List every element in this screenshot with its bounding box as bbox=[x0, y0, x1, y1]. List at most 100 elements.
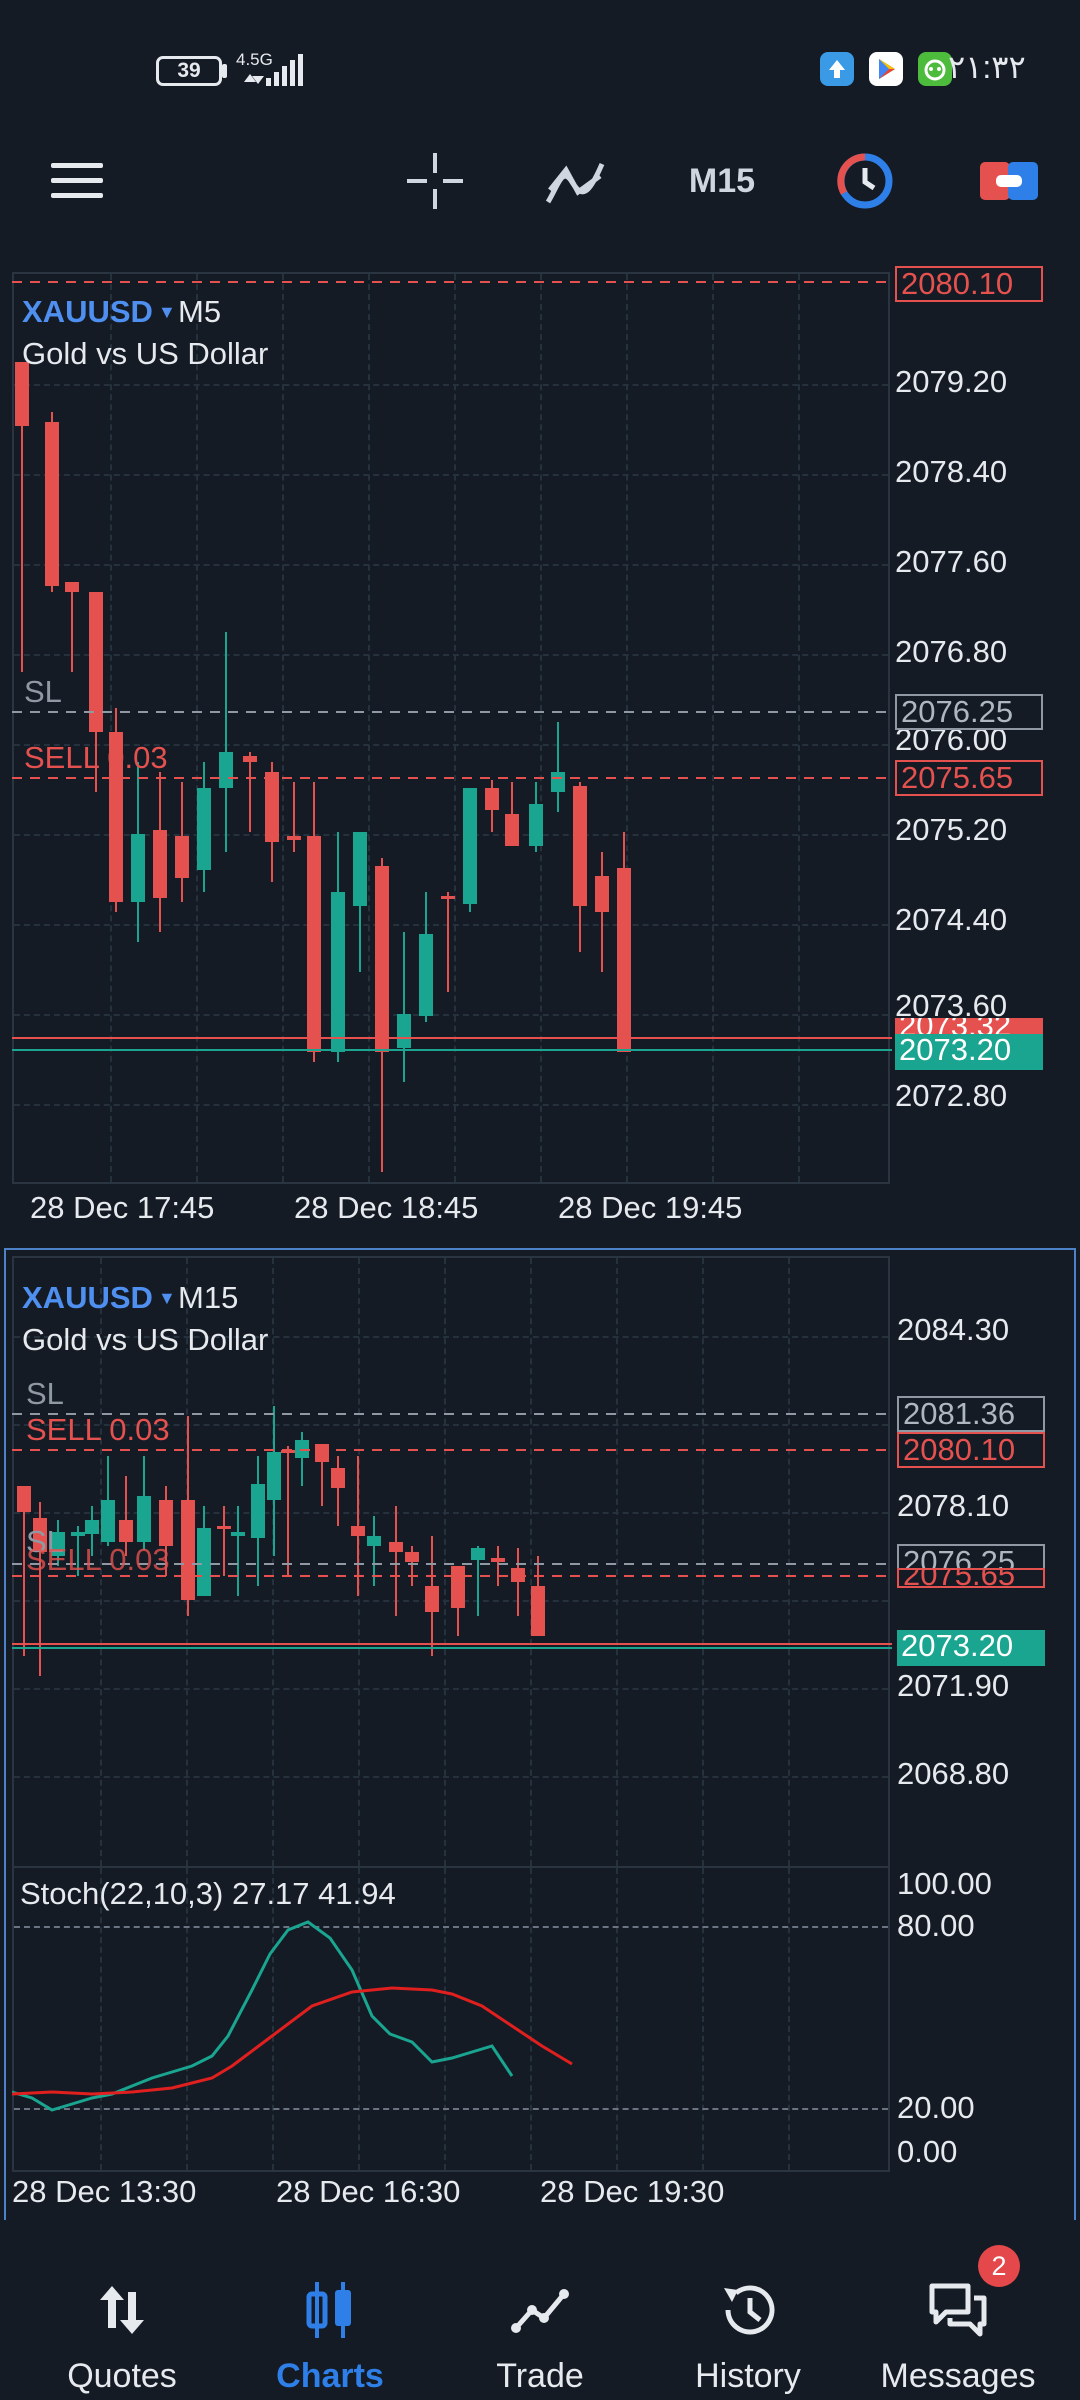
candle-body bbox=[137, 1496, 151, 1542]
chart-m15-panel[interactable]: XAUUSD ▼ M15 Gold vs US Dollar SL SELL 0… bbox=[4, 1248, 1076, 2222]
candle-body bbox=[375, 866, 389, 1052]
grid-line bbox=[798, 274, 800, 1182]
nav-charts[interactable]: Charts bbox=[230, 2280, 430, 2396]
grid-line bbox=[444, 1258, 446, 1866]
grid-line bbox=[454, 274, 456, 1182]
sl-price-box[interactable]: 2076.25 bbox=[895, 694, 1043, 730]
chart-m5-panel[interactable]: XAUUSD ▼ M5 Gold vs US Dollar SL SELL 0.… bbox=[0, 266, 1080, 1228]
candle-body bbox=[119, 1520, 133, 1542]
candle-body bbox=[331, 1468, 345, 1488]
sl-price-box[interactable]: 2081.36 bbox=[897, 1396, 1045, 1432]
crosshair-button[interactable] bbox=[400, 150, 470, 212]
chart-m15-sell2-label[interactable]: SELL 0.03 bbox=[26, 1542, 170, 1577]
chart-m15-timeframe: M15 bbox=[178, 1280, 239, 1315]
candle-body bbox=[451, 1566, 465, 1608]
indicator-icon bbox=[545, 162, 605, 204]
candle-body bbox=[197, 788, 211, 870]
grid-line bbox=[186, 1868, 188, 2170]
stoch-axis-label: 20.00 bbox=[897, 2090, 975, 2125]
candle-body bbox=[491, 1558, 505, 1562]
chart-m15-symbol[interactable]: XAUUSD bbox=[22, 1280, 153, 1315]
candle-body bbox=[331, 892, 345, 1052]
signal-icon bbox=[244, 54, 303, 86]
sell2-price-box[interactable]: 2075.65 bbox=[897, 1568, 1045, 1588]
price-axis-label: 2072.80 bbox=[895, 1078, 1008, 1113]
price-axis-label: 2077.60 bbox=[895, 544, 1008, 579]
grid-line bbox=[14, 564, 888, 566]
grid-line bbox=[272, 1868, 274, 2170]
candle-body bbox=[175, 836, 189, 878]
battery-tip bbox=[222, 64, 227, 78]
price-axis-label: 2084.30 bbox=[897, 1312, 1010, 1347]
price-axis-label: 2078.10 bbox=[897, 1488, 1010, 1523]
trade-icon bbox=[511, 2289, 569, 2333]
symbol-dropdown-icon[interactable]: ▼ bbox=[158, 302, 176, 322]
candle-body bbox=[85, 1520, 99, 1534]
charts-icon bbox=[306, 2282, 351, 2338]
candle-body bbox=[315, 1444, 329, 1462]
candle-body bbox=[351, 1526, 365, 1536]
chart-m15-description: Gold vs US Dollar bbox=[22, 1322, 269, 1357]
time-axis-label: 28 Dec 13:30 bbox=[12, 2174, 197, 2209]
candle-body bbox=[101, 1500, 115, 1542]
timeframe-button[interactable]: M15 bbox=[672, 150, 772, 212]
candle-body bbox=[307, 836, 321, 1052]
price-axis-label: 2073.60 bbox=[895, 988, 1008, 1023]
stoch-label: Stoch(22,10,3) 27.17 41.94 bbox=[20, 1876, 396, 1911]
network-type: 4.5G bbox=[236, 50, 273, 69]
nav-history[interactable]: History bbox=[648, 2280, 848, 2396]
stoch-subwindow[interactable] bbox=[12, 1866, 890, 2172]
candle-body bbox=[217, 1526, 231, 1529]
grid-line bbox=[444, 1868, 446, 2170]
clock-icon bbox=[837, 153, 893, 209]
candle-body bbox=[131, 834, 145, 902]
sell-price-box[interactable]: 2080.10 bbox=[897, 1432, 1045, 1468]
timer-button[interactable] bbox=[830, 150, 900, 212]
candle-body bbox=[17, 1486, 31, 1512]
grid-line bbox=[14, 1014, 888, 1016]
one-click-trading-icon bbox=[980, 162, 1038, 200]
stoch-axis-label: 80.00 bbox=[897, 1908, 975, 1943]
grid-line bbox=[368, 274, 370, 1182]
indicators-button[interactable] bbox=[540, 150, 610, 212]
menu-button[interactable] bbox=[40, 150, 116, 212]
chart-m15-sl-label[interactable]: SL bbox=[26, 1376, 64, 1411]
grid-line bbox=[272, 1258, 274, 1866]
nav-quotes[interactable]: Quotes bbox=[22, 2280, 222, 2396]
price-axis-label: 2068.80 bbox=[897, 1756, 1010, 1791]
chart-m5-plot-area[interactable] bbox=[12, 272, 890, 1184]
app-notification-icon bbox=[918, 52, 952, 86]
candle-body bbox=[45, 422, 59, 586]
grid-line bbox=[282, 274, 284, 1182]
chart-m5-symbol[interactable]: XAUUSD bbox=[22, 294, 153, 329]
nav-trade[interactable]: Trade bbox=[440, 2280, 640, 2396]
bid-price-box: 2073.20 bbox=[897, 1630, 1045, 1666]
chart-m15-sell-label[interactable]: SELL 0.03 bbox=[26, 1412, 170, 1447]
candle-body bbox=[287, 836, 301, 840]
candle-body bbox=[281, 1450, 295, 1453]
grid-line bbox=[14, 654, 888, 656]
nav-label: Quotes bbox=[67, 2357, 177, 2395]
grid-line bbox=[100, 1868, 102, 2170]
one-click-trading-button[interactable] bbox=[974, 150, 1044, 212]
quotes-icon bbox=[100, 2286, 144, 2334]
chart-m5-levels bbox=[12, 281, 892, 1051]
nav-messages[interactable]: Messages bbox=[858, 2280, 1058, 2396]
chart-m5-sl-label[interactable]: SL bbox=[24, 674, 62, 709]
grid-line bbox=[702, 1258, 704, 1866]
time-axis-label: 28 Dec 17:45 bbox=[30, 1190, 215, 1225]
chart-m5-timeframe: M5 bbox=[178, 294, 222, 329]
timeframe-label: M15 bbox=[688, 161, 756, 200]
bottom-navigation: Quotes Charts Trade History Messages bbox=[0, 2220, 1080, 2400]
chart-m5-sell-label[interactable]: SELL 0.03 bbox=[24, 740, 168, 775]
bid-price-box: 2073.20 bbox=[895, 1034, 1043, 1070]
sell-price-box[interactable]: 2075.65 bbox=[895, 760, 1043, 796]
candle-body bbox=[505, 814, 519, 846]
stoch-line bbox=[12, 1920, 514, 2112]
candle-body bbox=[595, 876, 609, 912]
chart-m15-sl2-label[interactable]: SL bbox=[26, 1524, 64, 1559]
symbol-dropdown-icon[interactable]: ▼ bbox=[158, 1288, 176, 1308]
grid-line bbox=[530, 1258, 532, 1866]
candle-body bbox=[267, 1452, 281, 1500]
crosshair-icon bbox=[407, 153, 463, 209]
